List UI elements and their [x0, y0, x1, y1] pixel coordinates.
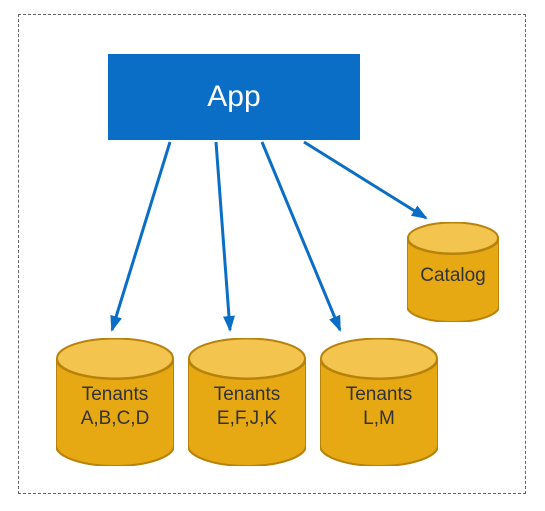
app-label: App [207, 80, 260, 114]
db-tenants-1-label: Tenants A,B,C,D [56, 338, 174, 466]
diagram-canvas: App Tenants A,B,C,DTenants E,F,J,KTenants… [0, 0, 545, 511]
db-tenants-3: Tenants L,M [320, 338, 438, 466]
db-catalog-label: Catalog [407, 222, 499, 322]
app-node: App [108, 54, 360, 140]
db-catalog: Catalog [407, 222, 499, 322]
db-tenants-1: Tenants A,B,C,D [56, 338, 174, 466]
db-tenants-2: Tenants E,F,J,K [188, 338, 306, 466]
db-tenants-2-label: Tenants E,F,J,K [188, 338, 306, 466]
db-tenants-3-label: Tenants L,M [320, 338, 438, 466]
